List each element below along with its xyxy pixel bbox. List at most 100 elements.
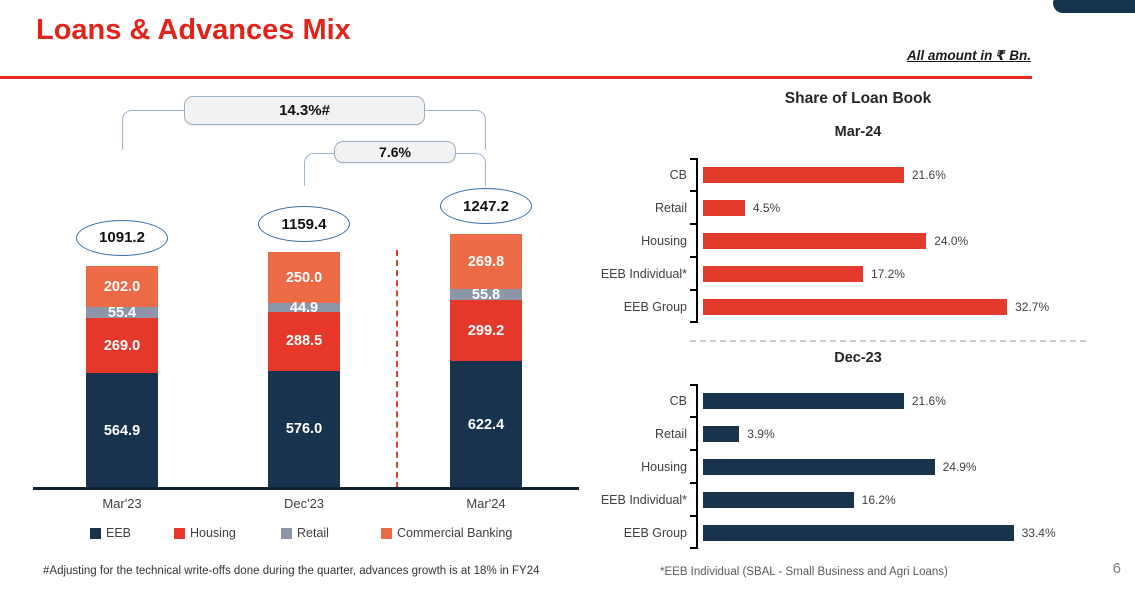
hbar-value-label: 3.9% <box>747 426 775 441</box>
hbar-value-label: 21.6% <box>911 167 946 182</box>
hbar-axis-area: 21.6% <box>696 384 946 417</box>
axis-tick <box>690 289 697 291</box>
hbar-value-label: 32.7% <box>1015 299 1050 314</box>
hbar-row: CB 21.6% <box>596 384 1120 417</box>
bar-segment-value: 269.0 <box>86 318 158 374</box>
hbar <box>703 425 740 442</box>
hbar-row: EEB Individual* 17.2% <box>596 257 1120 290</box>
amount-unit-note: All amount in ₹ Bn. <box>906 48 1031 63</box>
mar24-hbar-chart: CB 21.6% Retail 4.5% Housing 24.0% EEB Individ… <box>596 158 1120 323</box>
bar-segment-value: 269.8 <box>450 234 522 290</box>
bar-segment-value: 576.0 <box>268 370 340 488</box>
x-axis-category-label: Mar'23 <box>102 496 142 511</box>
bar-segment-value: 55.8 <box>450 287 522 302</box>
hbar-axis-area: 3.9% <box>696 417 775 450</box>
legend-label: Commercial Banking <box>397 526 513 540</box>
hbar-category-label: CB <box>669 167 687 182</box>
page-number: 6 <box>1112 560 1121 577</box>
axis-tick <box>690 449 697 451</box>
hbar <box>703 458 935 475</box>
hbar-row: Housing 24.9% <box>596 450 1120 483</box>
share-of-loan-book-panel: Share of Loan Book Mar-24 CB 21.6% Retail 4… <box>596 88 1120 549</box>
mar24-subtitle: Mar-24 <box>834 124 882 140</box>
charts-separator-dashed <box>690 340 1086 342</box>
legend-swatch-icon <box>281 527 292 539</box>
hbar <box>703 166 904 183</box>
hbar <box>703 524 1014 541</box>
hbar-axis-area: 24.9% <box>696 450 977 483</box>
axis-tick <box>690 384 697 386</box>
hbar-row: EEB Group 32.7% <box>596 290 1120 323</box>
share-panel-title: Share of Loan Book <box>784 90 932 107</box>
hbar <box>703 298 1008 315</box>
x-axis-category-label: Dec'23 <box>283 496 325 511</box>
page-title: Loans & Advances Mix <box>36 14 351 46</box>
hbar-row: EEB Individual* 16.2% <box>596 483 1120 516</box>
hbar-row: Retail 4.5% <box>596 191 1120 224</box>
bar-segment-value: 622.4 <box>450 361 522 488</box>
hbar-category-label: CB <box>669 393 687 408</box>
growth-callout-fy: 14.3%# <box>184 96 425 125</box>
hbar-row: CB 21.6% <box>596 158 1120 191</box>
chart-legend: EEB Housing Retail Commercial Banking <box>30 526 610 542</box>
hbar-category-label: EEB Group <box>623 525 687 540</box>
hbar-axis-area: 24.0% <box>696 224 968 257</box>
hbar-category-label: Housing <box>641 459 687 474</box>
hbar-category-label: EEB Individual* <box>600 266 687 281</box>
stacked-bar: 576.0 288.5 44.9 250.0 <box>268 252 340 488</box>
hbar-axis-area: 33.4% <box>696 516 1056 549</box>
legend-swatch-icon <box>90 527 101 539</box>
legend-item: Housing <box>174 526 236 540</box>
hbar-value-label: 33.4% <box>1021 525 1056 540</box>
hbar-category-label: Housing <box>641 233 687 248</box>
bar-segment-value: 288.5 <box>268 312 340 371</box>
hbar-value-label: 24.0% <box>934 233 969 248</box>
legend-label: EEB <box>106 526 132 540</box>
corner-tab-decoration <box>1053 0 1135 13</box>
bar-segment-value: 202.0 <box>86 265 158 308</box>
legend-item: Retail <box>281 526 329 540</box>
hbar <box>703 392 904 409</box>
hbar-axis-area: 4.5% <box>696 191 780 224</box>
axis-tick <box>690 482 697 484</box>
bar-segment-value: 564.9 <box>86 373 158 488</box>
hbar-category-label: Retail <box>655 200 687 215</box>
hbar-category-label: EEB Individual* <box>600 492 687 507</box>
hbar-axis-area: 16.2% <box>696 483 896 516</box>
hbar-value-label: 21.6% <box>911 393 946 408</box>
hbar-axis-area: 32.7% <box>696 290 1049 323</box>
axis-tick <box>690 416 697 418</box>
axis-tick <box>690 515 697 517</box>
bar-segment-value: 250.0 <box>268 252 340 303</box>
hbar-value-label: 16.2% <box>861 492 896 507</box>
hbar-row: EEB Group 33.4% <box>596 516 1120 549</box>
x-axis-line <box>33 487 579 490</box>
total-oval: 1247.2 <box>440 188 532 225</box>
hbar <box>703 265 863 282</box>
stacked-bar: 564.9 269.0 55.4 202.0 <box>86 265 158 488</box>
legend-label: Housing <box>190 526 236 540</box>
hbar-axis-area: 21.6% <box>696 158 946 191</box>
growth-callout-qoq: 7.6% <box>334 141 456 163</box>
bar-segment-value: 44.9 <box>268 300 340 315</box>
header-divider <box>0 76 1032 79</box>
stacked-bar: 622.4 299.2 55.8 269.8 <box>450 234 522 488</box>
hbar-axis-area: 17.2% <box>696 257 905 290</box>
bar-segment-value: 299.2 <box>450 300 522 362</box>
total-oval: 1159.4 <box>258 206 350 243</box>
total-oval: 1091.2 <box>76 219 168 256</box>
stacked-bar-chart: 14.3%# 7.6% 564.9 269.0 55.4 202.0 1091.2 Mar… <box>30 90 610 540</box>
axis-tick <box>690 256 697 258</box>
hbar-row: Retail 3.9% <box>596 417 1120 450</box>
legend-item: EEB <box>90 526 131 540</box>
hbar-value-label: 17.2% <box>870 266 905 281</box>
bar-segment-value: 55.4 <box>86 305 158 320</box>
hbar <box>703 491 854 508</box>
hbar-row: Housing 24.0% <box>596 224 1120 257</box>
hbar-category-label: EEB Group <box>623 299 687 314</box>
period-separator-dashed-line <box>396 250 398 488</box>
axis-tick <box>690 547 697 549</box>
hbar <box>703 199 745 216</box>
legend-label: Retail <box>297 526 329 540</box>
